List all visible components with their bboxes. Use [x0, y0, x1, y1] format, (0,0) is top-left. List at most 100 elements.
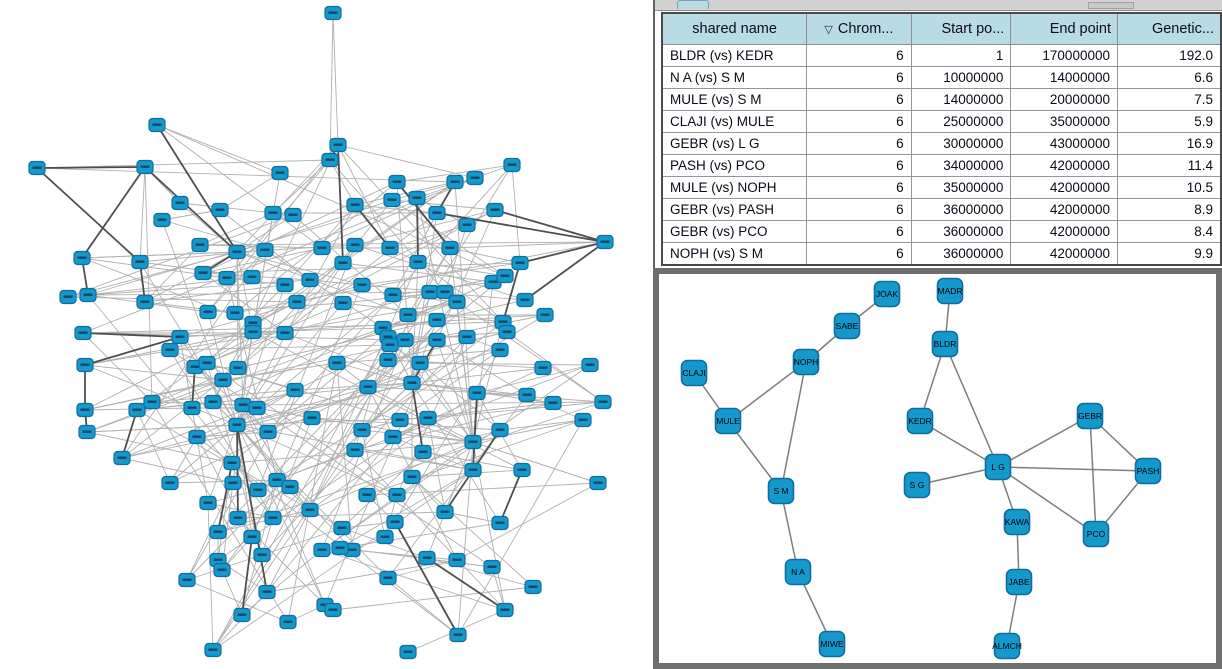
network-node[interactable]	[403, 469, 421, 485]
network-node[interactable]	[408, 190, 426, 206]
network-node[interactable]	[436, 504, 454, 520]
network-node[interactable]	[74, 325, 92, 341]
network-node[interactable]	[256, 242, 274, 258]
network-node-l-g[interactable]: L G	[984, 453, 1012, 481]
network-node[interactable]	[458, 329, 476, 345]
network-node[interactable]	[381, 337, 399, 353]
network-node[interactable]	[28, 160, 46, 176]
network-node[interactable]	[279, 614, 297, 630]
network-node[interactable]	[324, 602, 342, 618]
network-node[interactable]	[483, 559, 501, 575]
network-node[interactable]	[301, 502, 319, 518]
network-node[interactable]	[329, 137, 347, 153]
network-node[interactable]	[379, 352, 397, 368]
network-node[interactable]	[524, 579, 542, 595]
network-node[interactable]	[171, 329, 189, 345]
network-node[interactable]	[78, 424, 96, 440]
network-node[interactable]	[218, 270, 236, 286]
network-node[interactable]	[346, 237, 364, 253]
network-node-almch[interactable]: ALMCH	[992, 632, 1022, 660]
network-node[interactable]	[131, 254, 149, 270]
network-node[interactable]	[399, 307, 417, 323]
network-node[interactable]	[199, 495, 217, 511]
network-node[interactable]	[271, 165, 289, 181]
table-row[interactable]: GEBR (vs) PCO 6 36000000 42000000 8.4	[661, 220, 1222, 243]
network-node[interactable]	[229, 360, 247, 376]
network-node[interactable]	[76, 402, 94, 418]
network-node-s-g[interactable]: S G	[903, 471, 931, 499]
network-node-mule[interactable]: MULE	[714, 407, 742, 435]
network-node[interactable]	[224, 475, 242, 491]
network-node[interactable]	[143, 394, 161, 410]
network-node[interactable]	[243, 269, 261, 285]
network-node[interactable]	[449, 627, 467, 643]
table-row[interactable]: CLAJI (vs) MULE 6 25000000 35000000 5.9	[661, 110, 1222, 133]
network-node[interactable]	[589, 475, 607, 491]
network-node[interactable]	[79, 287, 97, 303]
network-node[interactable]	[516, 292, 534, 308]
network-node[interactable]	[498, 324, 516, 340]
network-node[interactable]	[436, 284, 454, 300]
network-node[interactable]	[491, 515, 509, 531]
network-node[interactable]	[381, 240, 399, 256]
network-node[interactable]	[253, 547, 271, 563]
network-node[interactable]	[574, 412, 592, 428]
network-node[interactable]	[334, 255, 352, 271]
network-node[interactable]	[136, 294, 154, 310]
table-row[interactable]: MULE (vs) S M 6 14000000 20000000 7.5	[661, 88, 1222, 111]
column-header-start-po---[interactable]: Start po...	[910, 12, 1012, 45]
network-node[interactable]	[403, 375, 421, 391]
network-node[interactable]	[448, 294, 466, 310]
network-node[interactable]	[153, 212, 171, 228]
network-node[interactable]	[391, 412, 409, 428]
network-node[interactable]	[276, 277, 294, 293]
table-row[interactable]: GEBR (vs) PASH 6 36000000 42000000 8.9	[661, 198, 1222, 221]
network-node[interactable]	[233, 607, 251, 623]
network-node[interactable]	[386, 514, 404, 530]
network-node[interactable]	[229, 510, 247, 526]
network-node-n-a[interactable]: N A	[784, 558, 812, 586]
column-header-chrom---[interactable]: ▽ Chrom...	[806, 12, 912, 45]
network-node[interactable]	[346, 442, 364, 458]
network-node[interactable]	[183, 400, 201, 416]
table-row[interactable]: PASH (vs) PCO 6 34000000 42000000 11.4	[661, 154, 1222, 177]
network-node[interactable]	[441, 240, 459, 256]
network-node[interactable]	[511, 255, 529, 271]
network-node-miwe[interactable]: MIWE	[818, 630, 846, 658]
network-node[interactable]	[353, 422, 371, 438]
filter-funnel-icon[interactable]: ▽	[824, 24, 833, 36]
column-header-genetic---[interactable]: Genetic...	[1116, 12, 1222, 45]
table-row[interactable]: NOPH (vs) S M 6 36000000 42000000 9.9	[661, 242, 1222, 266]
network-node-s-m[interactable]: S M	[767, 477, 795, 505]
network-node-kawa[interactable]: KAWA	[1003, 508, 1031, 536]
network-node[interactable]	[419, 410, 437, 426]
network-node[interactable]	[384, 287, 402, 303]
network-node[interactable]	[409, 254, 427, 270]
network-node[interactable]	[496, 602, 514, 618]
network-node[interactable]	[421, 284, 439, 300]
network-node[interactable]	[396, 332, 414, 348]
network-node[interactable]	[544, 395, 562, 411]
network-node[interactable]	[113, 450, 131, 466]
network-node[interactable]	[211, 202, 229, 218]
network-node-jabe[interactable]: JABE	[1005, 568, 1033, 596]
network-node[interactable]	[303, 410, 321, 426]
network-node[interactable]	[596, 234, 614, 250]
network-node[interactable]	[328, 355, 346, 371]
network-node[interactable]	[534, 360, 552, 376]
network-node-gebr[interactable]: GEBR	[1076, 402, 1104, 430]
network-node[interactable]	[204, 394, 222, 410]
network-node[interactable]	[59, 289, 77, 305]
network-node[interactable]	[249, 482, 267, 498]
network-node-sabe[interactable]: SABE	[833, 312, 861, 340]
network-node[interactable]	[264, 510, 282, 526]
network-node[interactable]	[76, 357, 94, 373]
network-node[interactable]	[313, 240, 331, 256]
network-node[interactable]	[428, 332, 446, 348]
network-node[interactable]	[259, 424, 277, 440]
network-node[interactable]	[353, 277, 371, 293]
network-node[interactable]	[491, 342, 509, 358]
network-node-kedr[interactable]: KEDR	[906, 407, 934, 435]
network-node-madr[interactable]: MADR	[936, 277, 964, 305]
network-node[interactable]	[428, 312, 446, 328]
